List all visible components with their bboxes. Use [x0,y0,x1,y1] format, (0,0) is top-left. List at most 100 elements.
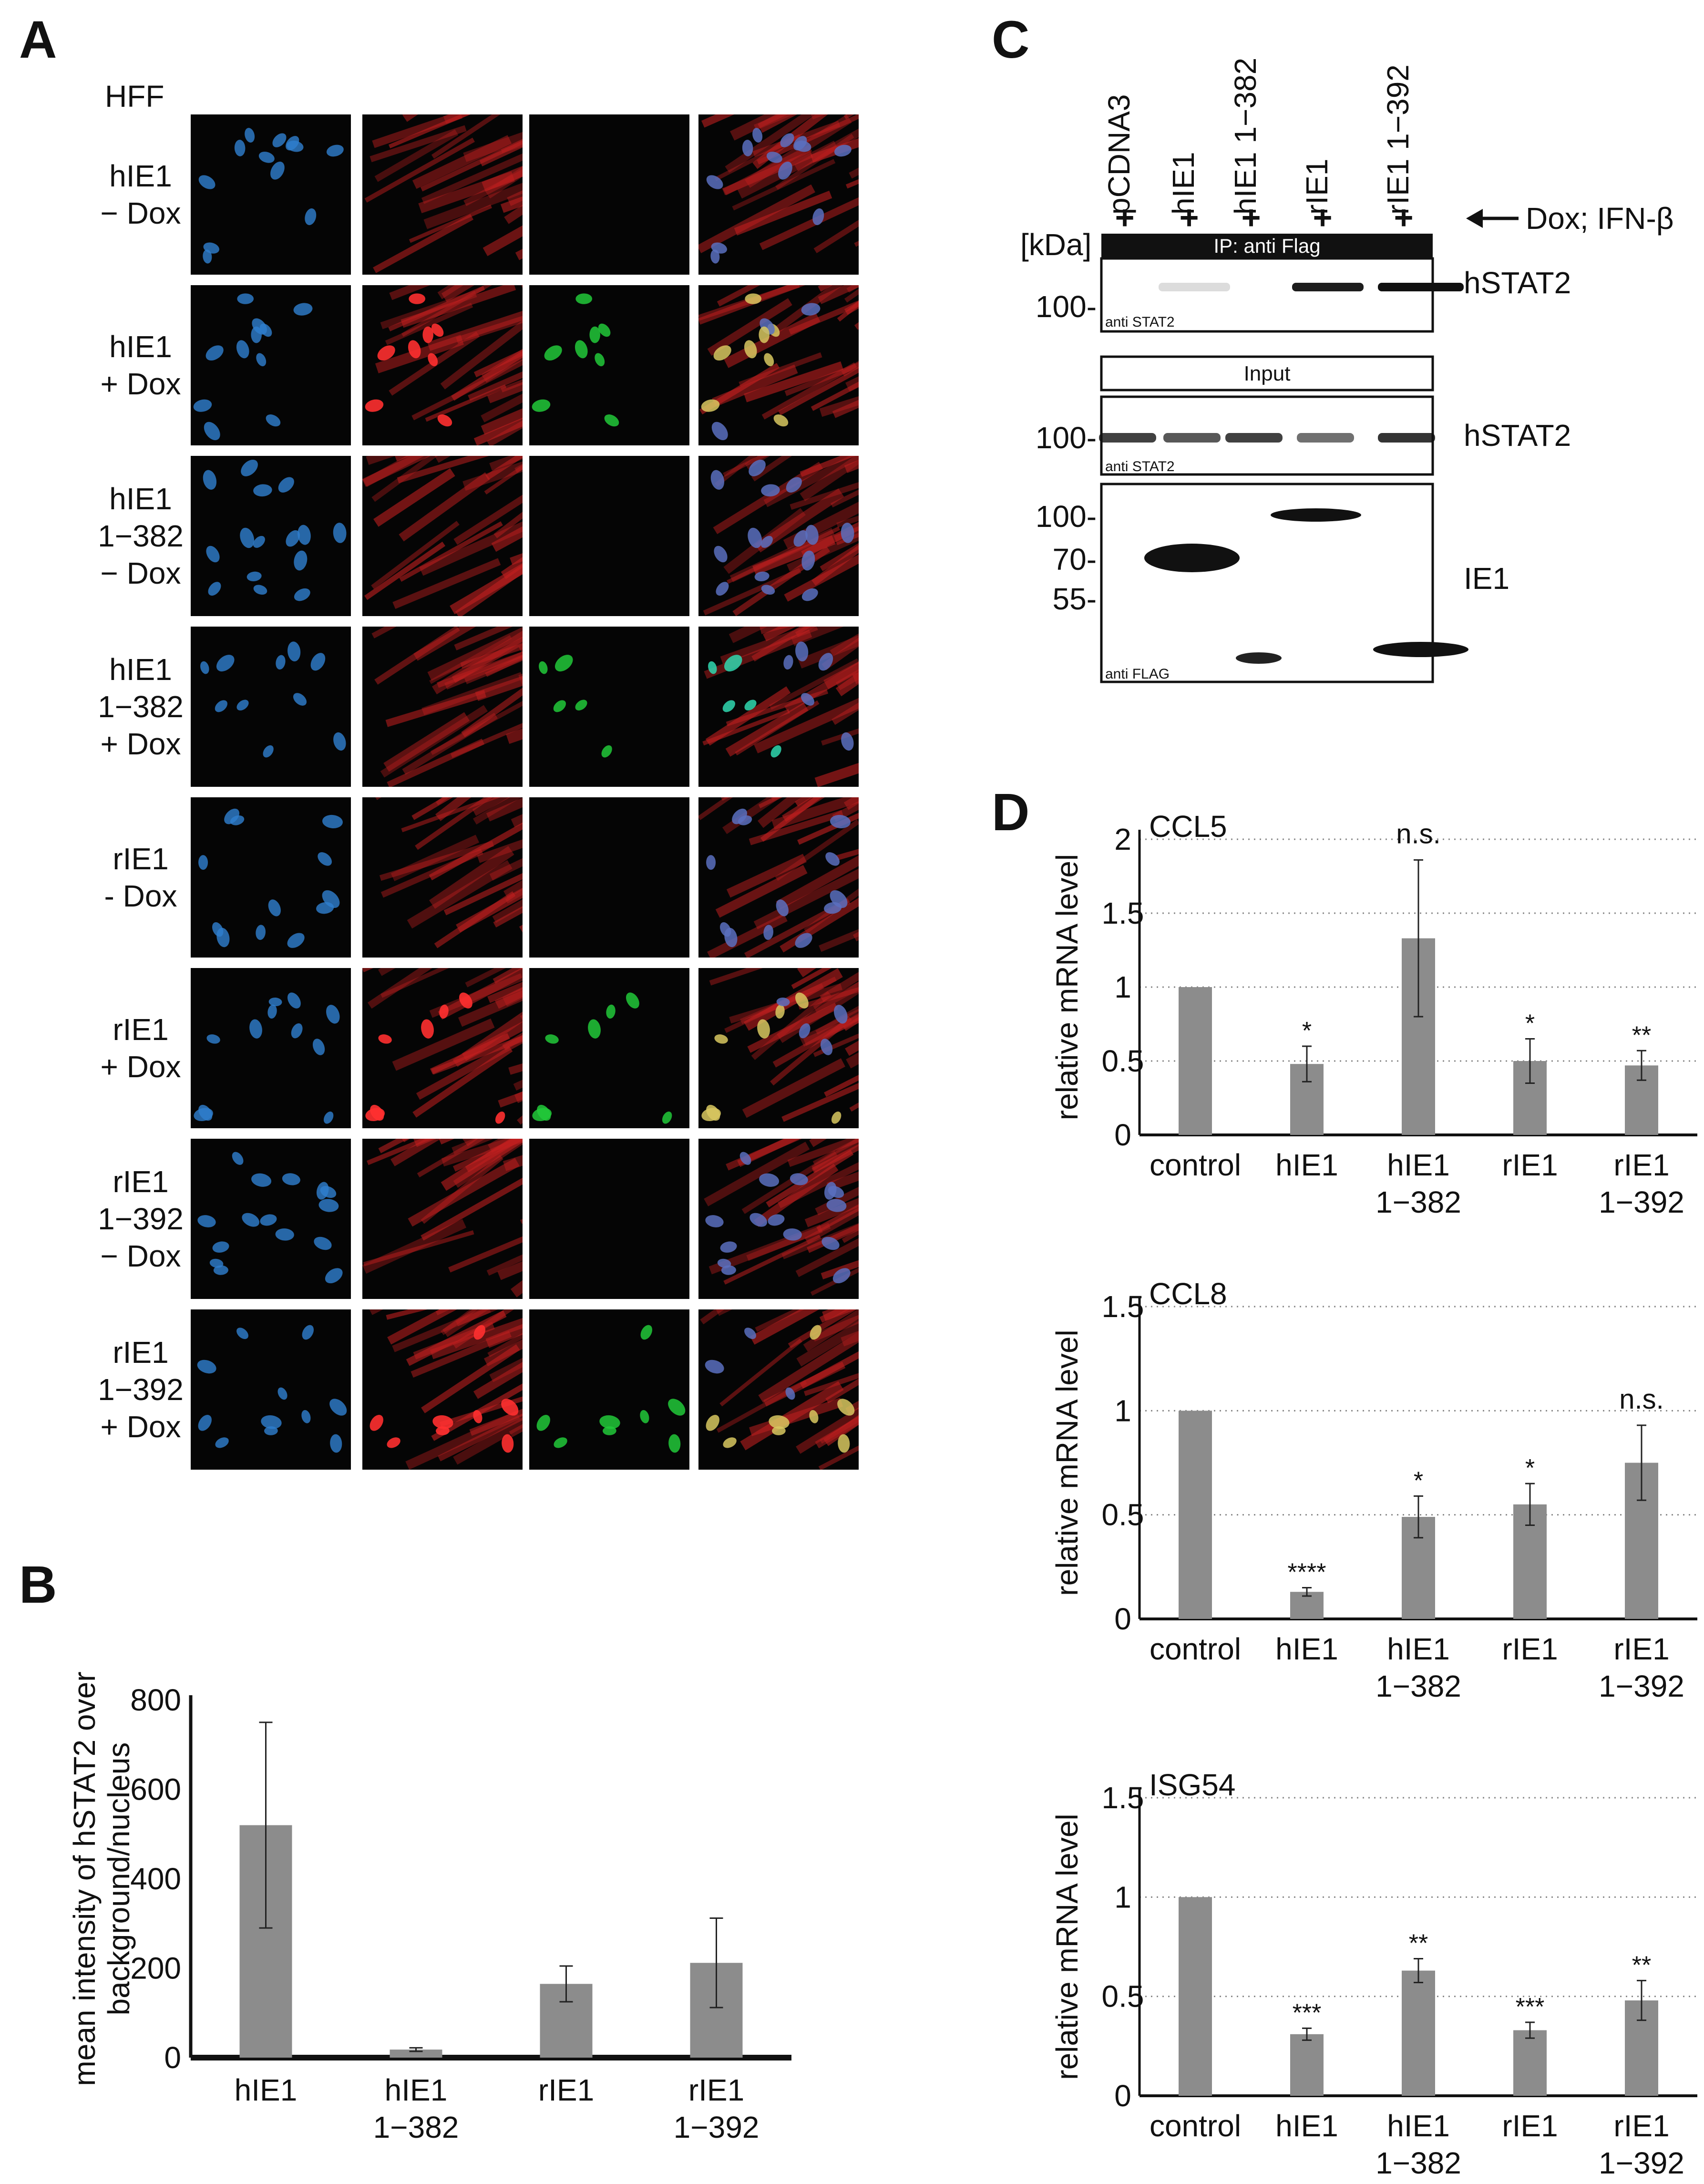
tile-svg [191,285,351,445]
row-label-line: rIE1 [79,1163,203,1200]
blot-band [1099,433,1156,443]
image-tile-dapi [191,1309,351,1470]
tile-svg [698,1309,859,1470]
y-tick-label: 600 [130,1772,181,1807]
image-tile-merge [698,627,859,787]
marker-label: 100- [1036,289,1097,324]
blot-band [1373,642,1468,657]
x-tick-label: hIE1 [1275,1632,1338,1666]
image-tile-merge [698,285,859,445]
row-label: rIE1- Dox [79,840,203,915]
x-tick-label: rIE1 [538,2073,594,2107]
image-tile-stat2 [362,627,523,787]
protein-label: hSTAT2 [1464,266,1571,300]
bar [1402,1971,1435,2096]
row-label-line: − Dox [79,555,203,592]
tile-svg [698,797,859,958]
marker-label: 55- [1053,582,1097,616]
x-tick-label: 1−382 [1376,1185,1461,1219]
row-label-line: 1−392 [79,1371,203,1408]
x-tick-label: rIE1 [1502,1632,1558,1666]
tile-svg [529,627,689,787]
x-tick-label: 1−392 [1599,1669,1684,1703]
row-label-line: + Dox [79,1048,203,1085]
x-tick-label: 1−382 [373,2110,459,2144]
y-tick-label: 0.5 [1102,1498,1144,1532]
significance-label: ** [1632,1951,1651,1979]
tile-background [191,968,351,1128]
row-label-line: hIE1 [79,480,203,517]
image-tile-dapi [191,797,351,958]
x-tick-label: hIE1 [1387,2109,1450,2143]
protein-label: hSTAT2 [1464,418,1571,453]
tile-background [529,114,689,275]
tile-svg [191,797,351,958]
tile-svg [362,114,523,275]
x-tick-label: rIE1 [1613,2109,1669,2143]
nucleus [759,327,770,343]
row-label-line: 1−382 [79,517,203,555]
image-tile-stat2 [362,1139,523,1299]
row-label-line: - Dox [79,877,203,915]
image-tile-ie1 [529,285,689,445]
image-tile-stat2 [362,797,523,958]
tile-svg [529,1309,689,1470]
blot-band [1378,433,1435,443]
tile-svg [698,1139,859,1299]
bar [1179,987,1212,1135]
tile-svg [362,285,523,445]
tile-svg [529,797,689,958]
significance-label: ** [1409,1930,1428,1957]
tile-svg [362,1139,523,1299]
lane-label: rIE1 [1300,159,1334,215]
image-tile-stat2 [362,968,523,1128]
row-label-line: + Dox [79,365,203,402]
blot-band [1378,283,1464,291]
y-tick-label: 1.5 [1102,1289,1144,1324]
image-tile-stat2 [362,456,523,616]
image-tile-ie1 [529,114,689,275]
tile-svg [529,114,689,275]
tile-svg [362,968,523,1128]
marker-label: 70- [1053,542,1097,577]
chart-title: ISG54 [1149,1768,1235,1802]
row-label-line: + Dox [79,725,203,762]
tile-background [529,1139,689,1299]
protein-label: IE1 [1464,561,1509,596]
y-tick-label: 0.5 [1102,1044,1144,1078]
nucleus [706,855,716,870]
significance-label: *** [1516,1993,1545,2021]
nucleus [198,855,208,870]
significance-label: **** [1288,1559,1326,1586]
row-label-line: − Dox [79,1237,203,1275]
blot-band [1297,433,1354,443]
blot-band [1144,544,1240,572]
y-tick-label: 800 [130,1683,181,1717]
significance-label: * [1525,1010,1535,1038]
y-tick-label: 2 [1114,822,1131,856]
y-axis-label-line: mean intensity of hSTAT2 over [67,1671,102,2086]
y-tick-label: 1 [1114,1880,1131,1914]
tile-svg [698,456,859,616]
tile-background [529,627,689,787]
image-tile-ie1 [529,627,689,787]
x-tick-label: 1−392 [1599,2146,1684,2180]
marker-label: 100- [1036,499,1097,534]
y-axis-label: relative mRNA level [1050,1813,1084,2080]
y-tick-label: 0 [1114,2079,1131,2113]
blot-band [1292,283,1364,291]
row-label-line: 1−382 [79,688,203,725]
image-tile-merge [698,114,859,275]
significance-label: * [1525,1454,1535,1482]
input-header-label: Input [1244,362,1291,385]
chart-title: CCL5 [1149,809,1227,844]
kda-label: [kDa] [1020,227,1091,262]
tile-svg [529,968,689,1128]
tile-svg [191,114,351,275]
